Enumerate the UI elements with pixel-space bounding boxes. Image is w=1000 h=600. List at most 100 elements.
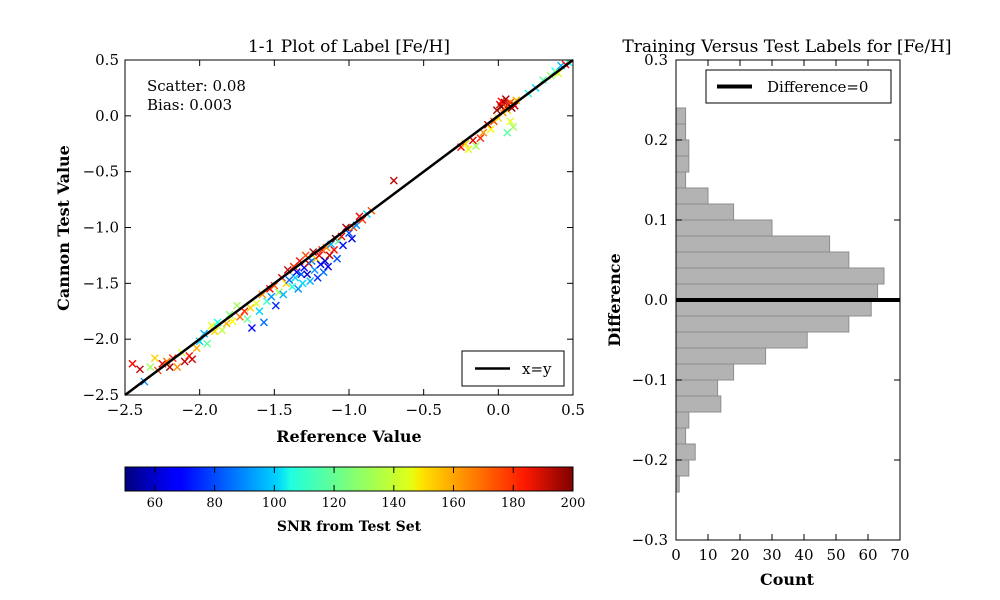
scatter-point: [162, 357, 171, 366]
histogram-bar: [675, 283, 879, 301]
histogram-x-ticks: 0 10 20 30 40 50 60 70: [671, 60, 910, 564]
scatter-point: [243, 315, 252, 324]
colorbar-ticks: 60 80 100 120 140 160 180 200: [147, 467, 586, 511]
scatter-point: [306, 277, 315, 286]
scatter-point: [279, 290, 288, 299]
scatter-point: [358, 215, 367, 224]
y-tick-label: 0.2: [644, 131, 668, 149]
scatter-y-ticks: −2.5 −2.0 −1.5 −1.0 −0.5 0.0 0.5: [83, 51, 573, 404]
scatter-x-ticks: −2.5 −2.0 −1.5 −1.0 −0.5 0.0 0.5: [107, 60, 585, 419]
histogram-bar: [675, 411, 690, 429]
x-tick-label: 40: [794, 546, 813, 564]
x-tick-label: 60: [858, 546, 877, 564]
scatter-point: [173, 363, 182, 372]
scatter-point: [492, 106, 501, 115]
scatter-point: [274, 288, 283, 297]
scatter-title: 1-1 Plot of Label [Fe/H]: [248, 37, 450, 57]
histogram-bar: [675, 171, 687, 189]
scatter-point: [203, 339, 212, 348]
histogram-bar: [675, 107, 687, 125]
y-tick-label: 0.3: [644, 51, 668, 69]
histogram-y-ticks: −0.3 −0.2 −0.1 0.0 0.1 0.2 0.3: [632, 51, 900, 549]
scatter-point: [489, 117, 498, 126]
scatter-point: [316, 260, 325, 269]
scatter-point: [247, 324, 256, 332]
histogram-bar: [675, 123, 687, 141]
scatter-point: [554, 69, 563, 78]
scatter-point: [180, 357, 189, 366]
scatter-point: [347, 234, 356, 243]
x-tick-label: −1.5: [256, 401, 292, 419]
scatter-point: [333, 254, 342, 263]
scatter-point: [285, 275, 294, 284]
scatter-point: [342, 223, 351, 232]
scatter-point: [330, 245, 339, 254]
colorbar-tick-label: 60: [147, 496, 164, 511]
x-tick-label: 0: [671, 546, 681, 564]
legend-label-difference: Difference=0: [767, 78, 868, 96]
y-tick-label: −0.5: [83, 163, 119, 181]
histogram-bar: [675, 395, 722, 413]
scatter-point: [146, 363, 155, 372]
scatter-point: [192, 344, 201, 353]
scatter-point: [309, 248, 318, 257]
colorbar-tick-label: 140: [381, 496, 406, 511]
scatter-point: [235, 312, 244, 321]
y-tick-label: −0.1: [632, 371, 668, 389]
scatter-panel: 1-1 Plot of Label [Fe/H] −2.5 −2.0 −1.5 −1.…: [54, 37, 585, 446]
x-tick-label: 70: [890, 546, 909, 564]
x-tick-label: 50: [826, 546, 845, 564]
scatter-point: [389, 176, 398, 185]
y-tick-label: 0.5: [95, 51, 119, 69]
histogram-bar: [675, 459, 690, 477]
scatter-point: [297, 270, 306, 279]
scatter-point: [294, 284, 303, 293]
scatter-point: [486, 125, 495, 134]
y-tick-label: 0.0: [95, 107, 119, 125]
scatter-point: [252, 299, 261, 308]
colorbar-tick-label: 120: [322, 496, 347, 511]
histogram-bar: [675, 187, 709, 205]
scatter-point: [324, 262, 333, 271]
x-tick-label: −0.5: [405, 401, 441, 419]
scatter-point: [195, 337, 204, 346]
scatter-legend: x=y: [461, 350, 565, 387]
scatter-point: [200, 329, 209, 338]
scatter-point: [318, 245, 327, 254]
scatter-point: [303, 270, 312, 279]
y-tick-label: −1.0: [83, 219, 119, 237]
scatter-point: [188, 355, 197, 364]
scatter-point: [259, 318, 268, 327]
scatter-point: [255, 307, 264, 316]
scatter-point: [319, 268, 328, 277]
scatter-point: [271, 301, 280, 310]
y-tick-label: 0.1: [644, 211, 668, 229]
histogram-panel: Training Versus Test Labels for [Fe/H] 0…: [605, 37, 952, 589]
colorbar-tick-label: 200: [561, 496, 586, 511]
colorbar-label: SNR from Test Set: [277, 519, 422, 535]
histogram-bar: [675, 203, 735, 221]
histogram-bar: [675, 347, 767, 365]
scatter-point: [270, 281, 279, 290]
scatter-point: [501, 95, 510, 104]
scatter-point: [128, 359, 137, 368]
histogram-bar: [675, 139, 690, 157]
scatter-point: [539, 76, 548, 85]
histogram-bar: [675, 363, 735, 381]
colorbar-tick-label: 180: [501, 496, 526, 511]
histogram-bar: [675, 427, 687, 445]
scatter-point: [494, 114, 503, 123]
y-tick-label: −0.2: [632, 451, 668, 469]
bias-annotation: Bias: 0.003: [147, 96, 232, 114]
scatter-point: [464, 145, 473, 154]
histogram-bar: [675, 379, 719, 397]
histogram-bar: [675, 315, 850, 333]
scatter-point: [246, 303, 255, 312]
scatter-point: [339, 241, 348, 250]
histogram-bar: [675, 235, 831, 253]
x-tick-label: 10: [698, 546, 717, 564]
scatter-point: [512, 96, 521, 105]
histogram-bar: [675, 443, 696, 461]
histogram-bar: [675, 219, 773, 237]
scatter-x-label: Reference Value: [276, 427, 421, 446]
